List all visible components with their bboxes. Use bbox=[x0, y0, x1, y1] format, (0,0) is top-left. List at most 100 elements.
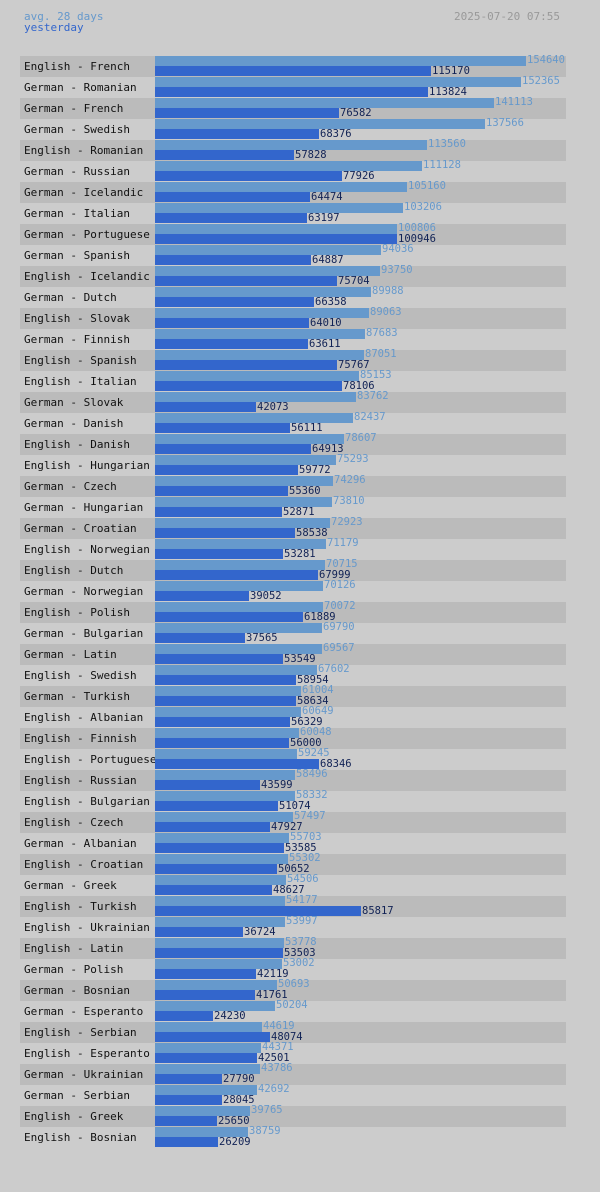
bar-yesterday bbox=[155, 1116, 217, 1126]
bar-avg bbox=[155, 833, 289, 843]
bar-yesterday bbox=[155, 66, 431, 76]
bar-yesterday bbox=[155, 717, 290, 727]
category-label: German - Hungarian bbox=[24, 501, 144, 514]
value-label-yesterday: 64474 bbox=[311, 191, 343, 203]
value-label-avg: 60649 bbox=[302, 705, 334, 717]
category-label: German - Norwegian bbox=[24, 585, 144, 598]
value-label-avg: 70072 bbox=[324, 600, 356, 612]
category-label: English - Hungarian bbox=[24, 459, 150, 472]
category-label: German - Czech bbox=[24, 480, 117, 493]
bar-avg bbox=[155, 1064, 260, 1074]
category-label: German - Turkish bbox=[24, 690, 130, 703]
bar-avg bbox=[155, 728, 299, 738]
bar-yesterday bbox=[155, 1011, 213, 1021]
bar-yesterday bbox=[155, 738, 289, 748]
bar-avg bbox=[155, 56, 526, 66]
value-label-yesterday: 50652 bbox=[278, 863, 310, 875]
value-label-yesterday: 64913 bbox=[312, 443, 344, 455]
bar-avg bbox=[155, 749, 297, 759]
value-label-avg: 94036 bbox=[382, 243, 414, 255]
category-label: German - Portuguese bbox=[24, 228, 150, 241]
value-label-avg: 44371 bbox=[262, 1041, 294, 1053]
bar-yesterday bbox=[155, 969, 256, 979]
value-label-yesterday: 68376 bbox=[320, 128, 352, 140]
legend-yesterday-label: yesterday bbox=[24, 21, 84, 34]
value-label-avg: 55302 bbox=[289, 852, 321, 864]
category-label: German - Greek bbox=[24, 879, 117, 892]
bar-yesterday bbox=[155, 444, 311, 454]
bar-avg bbox=[155, 854, 288, 864]
value-label-avg: 85153 bbox=[360, 369, 392, 381]
bar-avg bbox=[155, 1001, 275, 1011]
value-label-avg: 87683 bbox=[366, 327, 398, 339]
bar-yesterday bbox=[155, 591, 249, 601]
value-label-avg: 43786 bbox=[261, 1062, 293, 1074]
value-label-yesterday: 42501 bbox=[258, 1052, 290, 1064]
category-label: English - Serbian bbox=[24, 1026, 137, 1039]
value-label-yesterday: 53503 bbox=[284, 947, 316, 959]
value-label-yesterday: 58634 bbox=[297, 695, 329, 707]
bar-yesterday bbox=[155, 843, 284, 853]
bar-yesterday bbox=[155, 150, 294, 160]
bar-avg bbox=[155, 371, 359, 381]
bar-avg bbox=[155, 287, 371, 297]
category-label: English - Dutch bbox=[24, 564, 124, 577]
category-label: English - Danish bbox=[24, 438, 130, 451]
value-label-yesterday: 85817 bbox=[362, 905, 394, 917]
bar-yesterday bbox=[155, 780, 260, 790]
legend-avg-label: avg. 28 days bbox=[24, 10, 104, 23]
bar-avg bbox=[155, 245, 381, 255]
value-label-avg: 53778 bbox=[285, 936, 317, 948]
value-label-avg: 73810 bbox=[333, 495, 365, 507]
bar-yesterday bbox=[155, 927, 243, 937]
bar-avg bbox=[155, 413, 353, 423]
category-label: English - Russian bbox=[24, 774, 137, 787]
bar-avg bbox=[155, 560, 325, 570]
bar-yesterday bbox=[155, 507, 282, 517]
bar-yesterday bbox=[155, 360, 337, 370]
value-label-yesterday: 52871 bbox=[283, 506, 315, 518]
category-label: English - Esperanto bbox=[24, 1047, 150, 1060]
bar-avg bbox=[155, 875, 286, 885]
value-label-yesterday: 25650 bbox=[218, 1115, 250, 1127]
value-label-yesterday: 61889 bbox=[304, 611, 336, 623]
value-label-yesterday: 42073 bbox=[257, 401, 289, 413]
bar-avg bbox=[155, 1106, 250, 1116]
value-label-yesterday: 78106 bbox=[343, 380, 375, 392]
value-label-yesterday: 39052 bbox=[250, 590, 282, 602]
value-label-avg: 53997 bbox=[286, 915, 318, 927]
value-label-yesterday: 64010 bbox=[310, 317, 342, 329]
value-label-avg: 89063 bbox=[370, 306, 402, 318]
bar-avg bbox=[155, 224, 397, 234]
bar-yesterday bbox=[155, 108, 339, 118]
bar-yesterday bbox=[155, 1053, 257, 1063]
value-label-avg: 69790 bbox=[323, 621, 355, 633]
bar-yesterday bbox=[155, 1137, 218, 1147]
bar-avg bbox=[155, 959, 282, 969]
bar-avg bbox=[155, 1022, 262, 1032]
bar-avg bbox=[155, 497, 332, 507]
value-label-yesterday: 43599 bbox=[261, 779, 293, 791]
bar-yesterday bbox=[155, 1095, 222, 1105]
timestamp: 2025-07-20 07:55 bbox=[454, 10, 560, 23]
value-label-yesterday: 75704 bbox=[338, 275, 370, 287]
category-label: German - Dutch bbox=[24, 291, 117, 304]
category-label: English - Icelandic bbox=[24, 270, 150, 283]
bar-avg bbox=[155, 602, 323, 612]
value-label-yesterday: 113824 bbox=[429, 86, 467, 98]
value-label-avg: 82437 bbox=[354, 411, 386, 423]
bar-yesterday bbox=[155, 381, 342, 391]
value-label-avg: 137566 bbox=[486, 117, 524, 129]
value-label-avg: 87051 bbox=[365, 348, 397, 360]
value-label-yesterday: 115170 bbox=[432, 65, 470, 77]
category-label: German - Polish bbox=[24, 963, 124, 976]
bar-avg bbox=[155, 812, 293, 822]
category-label: English - Bulgarian bbox=[24, 795, 150, 808]
value-label-yesterday: 28045 bbox=[223, 1094, 255, 1106]
value-label-yesterday: 77926 bbox=[343, 170, 375, 182]
category-label: English - Portuguese bbox=[24, 753, 157, 766]
bar-avg bbox=[155, 140, 427, 150]
value-label-yesterday: 66358 bbox=[315, 296, 347, 308]
value-label-avg: 103206 bbox=[404, 201, 442, 213]
value-label-avg: 50204 bbox=[276, 999, 308, 1011]
